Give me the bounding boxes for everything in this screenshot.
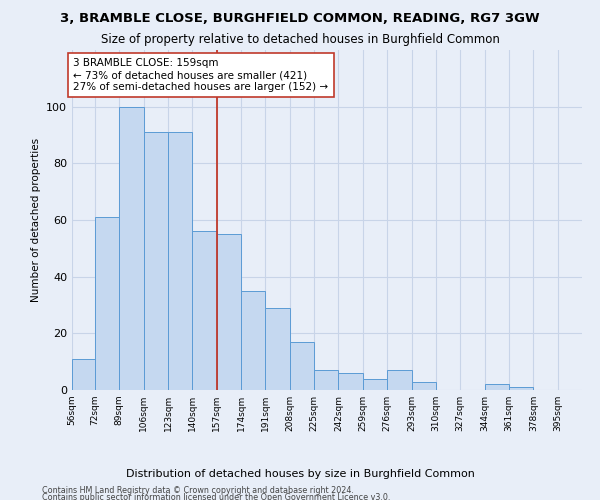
Text: Contains public sector information licensed under the Open Government Licence v3: Contains public sector information licen…: [42, 493, 391, 500]
Y-axis label: Number of detached properties: Number of detached properties: [31, 138, 41, 302]
Bar: [338, 373, 363, 390]
Bar: [485, 384, 509, 390]
Bar: [314, 370, 338, 390]
Bar: [168, 132, 193, 390]
Bar: [119, 106, 143, 390]
Text: 3 BRAMBLE CLOSE: 159sqm
← 73% of detached houses are smaller (421)
27% of semi-d: 3 BRAMBLE CLOSE: 159sqm ← 73% of detache…: [73, 58, 329, 92]
Bar: [387, 370, 412, 390]
Bar: [241, 291, 265, 390]
Bar: [217, 234, 241, 390]
Bar: [72, 359, 95, 390]
Bar: [412, 382, 436, 390]
Text: Contains HM Land Registry data © Crown copyright and database right 2024.: Contains HM Land Registry data © Crown c…: [42, 486, 354, 495]
Bar: [363, 378, 387, 390]
Text: Size of property relative to detached houses in Burghfield Common: Size of property relative to detached ho…: [101, 32, 499, 46]
Bar: [290, 342, 314, 390]
Bar: [143, 132, 168, 390]
Bar: [193, 232, 217, 390]
Bar: [95, 217, 119, 390]
Text: Distribution of detached houses by size in Burghfield Common: Distribution of detached houses by size …: [125, 469, 475, 479]
Text: 3, BRAMBLE CLOSE, BURGHFIELD COMMON, READING, RG7 3GW: 3, BRAMBLE CLOSE, BURGHFIELD COMMON, REA…: [60, 12, 540, 26]
Bar: [509, 387, 533, 390]
Bar: [265, 308, 290, 390]
